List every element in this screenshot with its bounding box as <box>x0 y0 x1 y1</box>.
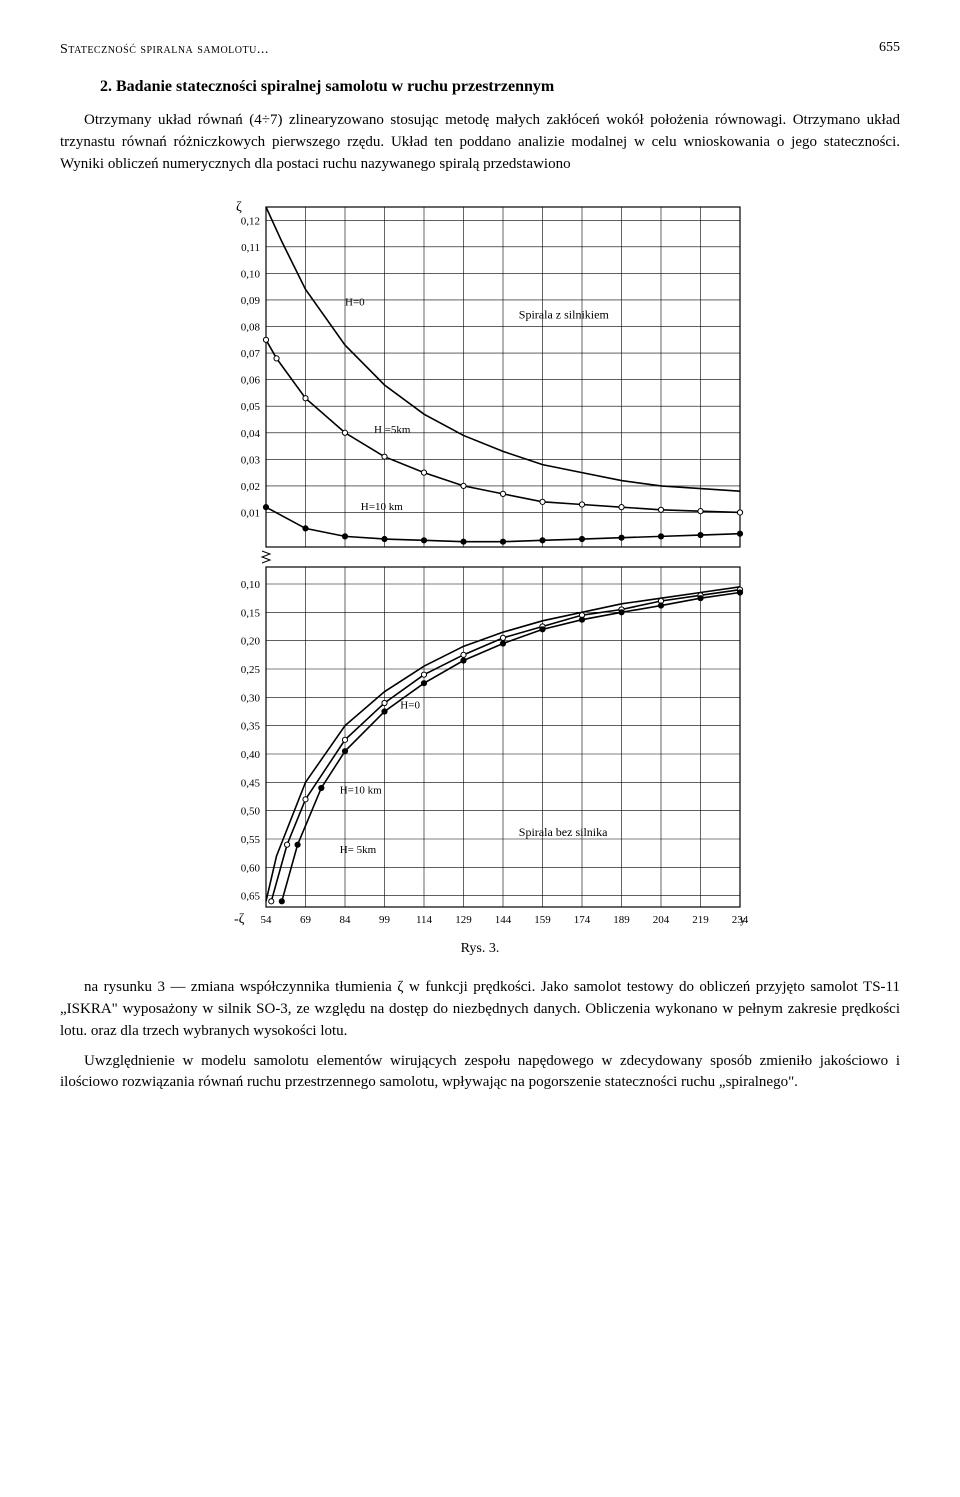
svg-text:0,15: 0,15 <box>241 608 261 620</box>
page-number: 655 <box>879 40 900 56</box>
svg-text:0,25: 0,25 <box>241 664 261 676</box>
svg-text:0,10: 0,10 <box>241 269 261 281</box>
svg-text:Spirala bez silnika: Spirala bez silnika <box>519 825 608 839</box>
svg-text:204: 204 <box>653 914 670 926</box>
svg-text:0,30: 0,30 <box>241 693 261 705</box>
paragraph-conclusion: Uwzględnienie w modelu samolotu elementó… <box>60 1051 900 1095</box>
svg-text:0,11: 0,11 <box>241 242 260 254</box>
svg-text:0,65: 0,65 <box>241 891 261 903</box>
svg-text:H =5km: H =5km <box>374 424 411 436</box>
svg-text:0,04: 0,04 <box>241 428 261 440</box>
svg-text:0,07: 0,07 <box>241 348 261 360</box>
figure-caption: Rys. 3. <box>210 941 750 957</box>
svg-text:H= 5km: H= 5km <box>340 844 377 856</box>
svg-text:144: 144 <box>495 914 512 926</box>
svg-text:0,60: 0,60 <box>241 863 261 875</box>
svg-text:H=10 km: H=10 km <box>340 785 382 797</box>
svg-text:84: 84 <box>340 914 352 926</box>
running-header: Stateczność spiralna samolotu... 655 <box>60 40 900 58</box>
svg-text:0,02: 0,02 <box>241 481 260 493</box>
svg-text:0,40: 0,40 <box>241 749 261 761</box>
running-title: Stateczność spiralna samolotu... <box>60 42 269 57</box>
svg-text:114: 114 <box>416 914 433 926</box>
svg-text:0,35: 0,35 <box>241 721 261 733</box>
svg-text:0,05: 0,05 <box>241 401 261 413</box>
svg-text:0,06: 0,06 <box>241 375 261 387</box>
svg-text:H=0: H=0 <box>345 297 365 309</box>
svg-text:159: 159 <box>534 914 551 926</box>
svg-text:219: 219 <box>692 914 709 926</box>
svg-text:189: 189 <box>613 914 630 926</box>
svg-text:0,01: 0,01 <box>241 508 260 520</box>
svg-text:0,09: 0,09 <box>241 295 261 307</box>
svg-text:H=10 km: H=10 km <box>361 501 403 513</box>
svg-text:174: 174 <box>574 914 591 926</box>
svg-text:0,12: 0,12 <box>241 216 260 228</box>
paragraph-intro: Otrzymany układ równań (4÷7) zlinearyzow… <box>60 110 900 175</box>
svg-text:0,20: 0,20 <box>241 636 261 648</box>
svg-text:0,03: 0,03 <box>241 455 261 467</box>
svg-text:y: y <box>740 914 746 926</box>
section-title: 2. Badanie stateczności spiralnej samolo… <box>100 78 900 96</box>
svg-text:Spirala z silnikiem: Spirala z silnikiem <box>519 308 610 322</box>
chart-svg: 0,12 0,11 0,10 0,09 0,08 0,07 0,06 0,05 0,04 0,03… <box>210 195 750 935</box>
svg-text:H=0: H=0 <box>400 700 420 712</box>
svg-text:0,50: 0,50 <box>241 806 261 818</box>
svg-text:99: 99 <box>379 914 391 926</box>
svg-text:54: 54 <box>261 914 273 926</box>
svg-text:129: 129 <box>455 914 472 926</box>
svg-text:ζ: ζ <box>236 200 242 215</box>
svg-text:69: 69 <box>300 914 312 926</box>
svg-text:0,45: 0,45 <box>241 778 261 790</box>
svg-text:0,08: 0,08 <box>241 322 261 334</box>
svg-text:0,55: 0,55 <box>241 834 261 846</box>
svg-text:-ζ: -ζ <box>234 912 245 927</box>
svg-text:0,10: 0,10 <box>241 579 261 591</box>
paragraph-results: na rysunku 3 — zmiana współczynnika tłum… <box>60 977 900 1042</box>
figure-3: 0,12 0,11 0,10 0,09 0,08 0,07 0,06 0,05 0,04 0,03… <box>210 195 750 957</box>
